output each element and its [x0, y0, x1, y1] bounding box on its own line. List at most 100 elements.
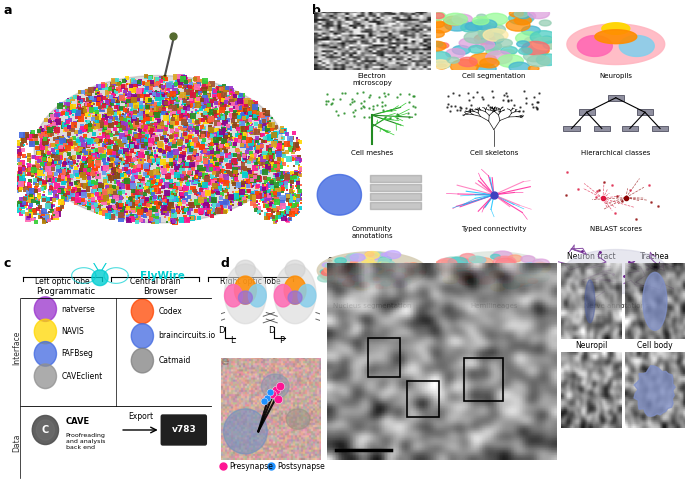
- Circle shape: [529, 269, 545, 277]
- Circle shape: [517, 12, 530, 19]
- Circle shape: [503, 266, 516, 272]
- Circle shape: [342, 280, 354, 286]
- Circle shape: [324, 267, 333, 272]
- Circle shape: [356, 264, 364, 269]
- Circle shape: [34, 364, 56, 389]
- Circle shape: [470, 268, 480, 274]
- Circle shape: [501, 46, 517, 55]
- Polygon shape: [317, 252, 427, 289]
- Text: Neuropils: Neuropils: [599, 73, 632, 79]
- Circle shape: [321, 270, 333, 276]
- Circle shape: [498, 276, 513, 283]
- Circle shape: [369, 255, 379, 260]
- Circle shape: [501, 49, 515, 57]
- Circle shape: [385, 251, 401, 259]
- Circle shape: [467, 278, 479, 284]
- Circle shape: [382, 272, 396, 278]
- Circle shape: [377, 275, 390, 281]
- Circle shape: [489, 271, 504, 278]
- Circle shape: [437, 62, 451, 68]
- Circle shape: [375, 261, 387, 267]
- Text: FlyWire: FlyWire: [140, 271, 185, 280]
- Circle shape: [381, 281, 390, 286]
- Circle shape: [438, 43, 449, 48]
- Circle shape: [501, 276, 525, 288]
- Circle shape: [444, 16, 462, 26]
- Circle shape: [532, 37, 558, 50]
- Circle shape: [341, 273, 354, 279]
- Text: Hemilineages: Hemilineages: [470, 303, 518, 309]
- Circle shape: [365, 268, 378, 274]
- Bar: [594, 125, 610, 131]
- Circle shape: [479, 31, 493, 38]
- Circle shape: [477, 14, 486, 19]
- Circle shape: [476, 40, 495, 49]
- Circle shape: [426, 41, 446, 51]
- Circle shape: [408, 263, 419, 268]
- Circle shape: [362, 260, 369, 263]
- Circle shape: [486, 49, 498, 55]
- Circle shape: [336, 264, 348, 270]
- Circle shape: [444, 13, 467, 25]
- Polygon shape: [285, 260, 305, 279]
- Text: D: D: [268, 326, 275, 335]
- Polygon shape: [317, 175, 362, 215]
- Circle shape: [487, 48, 501, 55]
- Text: NAVIS: NAVIS: [62, 327, 84, 336]
- Text: CAVEclient: CAVEclient: [62, 372, 103, 381]
- Bar: [608, 95, 624, 101]
- Circle shape: [358, 280, 374, 288]
- Circle shape: [533, 259, 549, 267]
- Circle shape: [539, 20, 551, 26]
- Bar: [407, 381, 439, 417]
- Circle shape: [494, 273, 504, 277]
- Circle shape: [429, 30, 445, 37]
- Circle shape: [507, 279, 523, 287]
- Text: Cell meshes: Cell meshes: [351, 150, 393, 155]
- Circle shape: [509, 62, 530, 73]
- Circle shape: [475, 277, 490, 284]
- Bar: [563, 125, 580, 131]
- Circle shape: [353, 276, 364, 281]
- Circle shape: [480, 31, 491, 36]
- Circle shape: [433, 42, 443, 47]
- Circle shape: [447, 260, 462, 268]
- Circle shape: [448, 257, 467, 267]
- Circle shape: [522, 41, 549, 55]
- Text: Electron
microscopy: Electron microscopy: [352, 73, 392, 86]
- Polygon shape: [223, 409, 267, 454]
- Text: Presynapse: Presynapse: [229, 462, 273, 471]
- Circle shape: [462, 276, 473, 280]
- Circle shape: [486, 51, 512, 64]
- Circle shape: [351, 253, 358, 257]
- Circle shape: [437, 258, 457, 268]
- Text: Left optic lobe: Left optic lobe: [36, 277, 90, 286]
- Circle shape: [428, 52, 451, 62]
- Text: b: b: [312, 4, 321, 17]
- Circle shape: [493, 256, 516, 268]
- Circle shape: [448, 274, 465, 282]
- Circle shape: [514, 16, 532, 25]
- Circle shape: [364, 273, 379, 281]
- Circle shape: [528, 278, 538, 283]
- Text: Typed connectivity: Typed connectivity: [461, 226, 527, 232]
- Circle shape: [400, 269, 414, 276]
- Circle shape: [432, 60, 449, 68]
- Circle shape: [475, 20, 497, 31]
- Text: Right optic lobe: Right optic lobe: [220, 277, 281, 286]
- Circle shape: [519, 48, 532, 55]
- Circle shape: [32, 415, 58, 445]
- Circle shape: [496, 258, 515, 268]
- Bar: [637, 109, 653, 115]
- Circle shape: [451, 60, 478, 73]
- Circle shape: [359, 281, 366, 284]
- Polygon shape: [567, 24, 664, 64]
- Circle shape: [455, 272, 472, 280]
- FancyBboxPatch shape: [160, 414, 207, 446]
- Text: Cell segmentation: Cell segmentation: [462, 73, 525, 79]
- Circle shape: [453, 271, 473, 280]
- Circle shape: [351, 260, 358, 263]
- Circle shape: [373, 277, 379, 280]
- Circle shape: [324, 267, 338, 274]
- Circle shape: [433, 13, 444, 19]
